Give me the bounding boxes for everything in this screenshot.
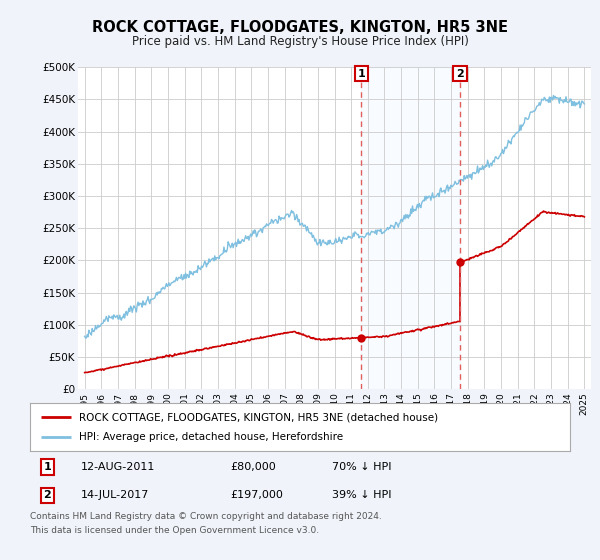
Text: Price paid vs. HM Land Registry's House Price Index (HPI): Price paid vs. HM Land Registry's House … (131, 35, 469, 48)
Text: 1: 1 (358, 69, 365, 78)
Text: HPI: Average price, detached house, Herefordshire: HPI: Average price, detached house, Here… (79, 432, 343, 442)
Text: 39% ↓ HPI: 39% ↓ HPI (332, 491, 392, 501)
Text: 2: 2 (456, 69, 464, 78)
Text: ROCK COTTAGE, FLOODGATES, KINGTON, HR5 3NE (detached house): ROCK COTTAGE, FLOODGATES, KINGTON, HR5 3… (79, 413, 438, 422)
Text: £80,000: £80,000 (230, 462, 275, 472)
Text: This data is licensed under the Open Government Licence v3.0.: This data is licensed under the Open Gov… (30, 526, 319, 535)
Text: 70% ↓ HPI: 70% ↓ HPI (332, 462, 392, 472)
Text: Contains HM Land Registry data © Crown copyright and database right 2024.: Contains HM Land Registry data © Crown c… (30, 512, 382, 521)
Text: ROCK COTTAGE, FLOODGATES, KINGTON, HR5 3NE: ROCK COTTAGE, FLOODGATES, KINGTON, HR5 3… (92, 20, 508, 35)
Text: 1: 1 (44, 462, 51, 472)
Text: 14-JUL-2017: 14-JUL-2017 (82, 491, 149, 501)
Text: 12-AUG-2011: 12-AUG-2011 (82, 462, 155, 472)
Text: 2: 2 (44, 491, 51, 501)
Text: £197,000: £197,000 (230, 491, 283, 501)
Bar (361, 67, 460, 389)
